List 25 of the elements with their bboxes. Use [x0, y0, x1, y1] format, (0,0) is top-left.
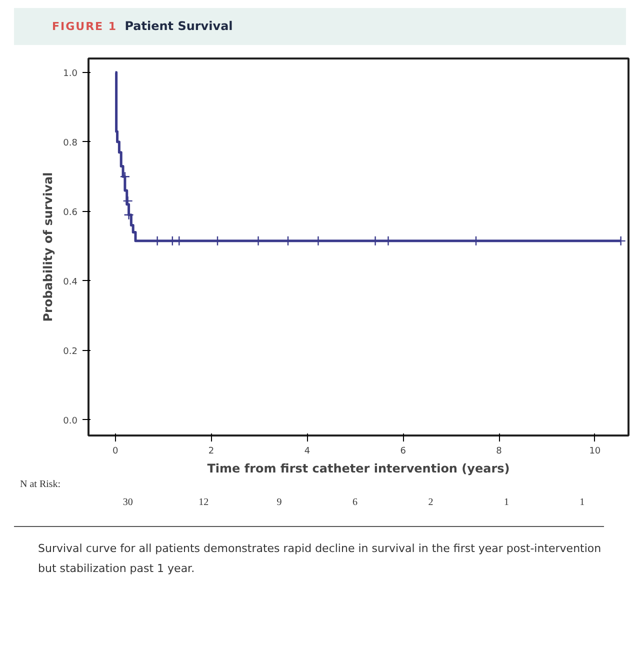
y-tick-label: 0.8	[63, 138, 78, 148]
text: 1	[578, 496, 586, 510]
chart-subtitle: FIGURE 1	[52, 20, 118, 33]
y-tick-label: 0.2	[63, 346, 78, 357]
text: Survival curve for all patients demonstrates rapid decline in survival in the first year post-intervention but stabilization past 1 year.	[38, 541, 602, 577]
y-tick-label: 0.4	[63, 277, 78, 288]
x-tick-label: 10	[589, 446, 601, 456]
x-tick-label: 2	[208, 446, 214, 456]
x-tick-label: 8	[496, 446, 502, 456]
x-tick-label: 0	[112, 446, 118, 456]
text: 1	[502, 496, 510, 510]
y-tick-label: 0.0	[63, 416, 78, 426]
x-tick-label: 4	[304, 446, 310, 456]
x-axis-title: Time from first catheter intervention (years)	[207, 462, 510, 476]
y-axis-title: Probability of survival	[41, 172, 56, 322]
text: 12	[198, 496, 210, 510]
chart-title: Patient Survival	[124, 19, 233, 33]
text: N at Risk:	[20, 478, 62, 492]
y-tick-label: 1.0	[63, 68, 78, 79]
text: 6	[352, 496, 359, 510]
x-tick-label: 6	[400, 446, 406, 456]
y-tick-label: 0.6	[63, 208, 78, 218]
text: 9	[276, 496, 283, 510]
text: 2	[427, 496, 434, 510]
text: 30	[122, 496, 134, 510]
